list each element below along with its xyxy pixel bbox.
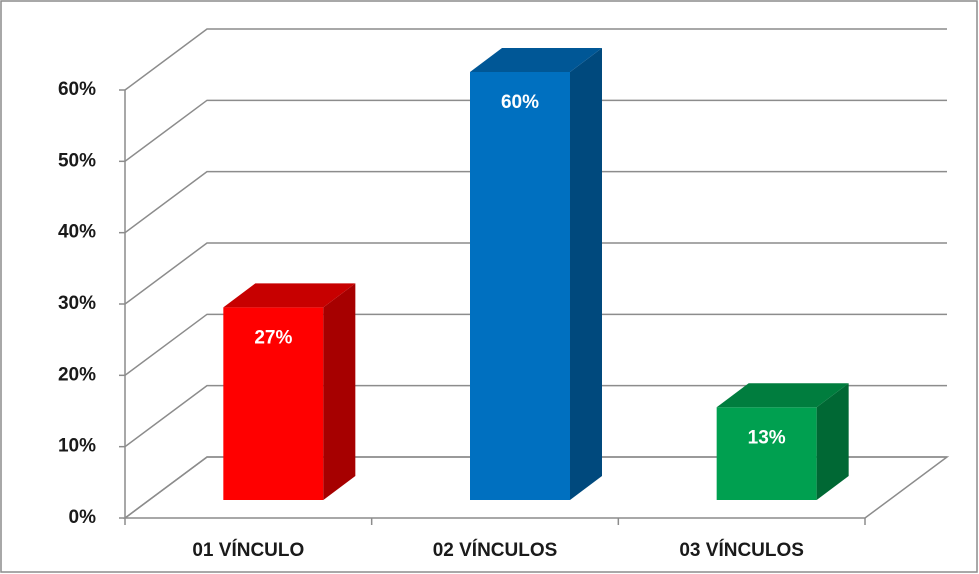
bar-side [323,283,356,500]
x-tick-label: 02 VÍNCULOS [433,539,558,561]
bar [223,283,356,500]
grid-line [124,384,947,448]
bar-front [223,307,324,500]
grid-line [124,170,947,234]
bar-top [470,48,602,72]
y-tick-label: 0% [69,507,97,528]
data-label: 27% [254,327,292,348]
bar-front [716,407,817,500]
x-tick-label: 03 VÍNCULOS [679,539,804,561]
y-tick-label: 60% [58,79,96,100]
y-tick-label: 40% [58,222,96,243]
y-tick-label: 30% [58,293,96,314]
grid-line [124,313,947,376]
bar [716,383,849,500]
data-label: 13% [748,427,786,448]
grid-line [124,99,947,162]
bar-side [570,48,602,500]
y-tick-label: 10% [58,436,96,457]
bar-top [223,283,356,308]
x-tick-label: 01 VÍNCULO [192,539,304,561]
y-tick-label: 20% [58,364,96,385]
bar [470,48,602,500]
grid-line [124,242,947,305]
y-tick-label: 50% [58,150,96,171]
bar-side [816,383,849,500]
grid-line [124,28,947,91]
data-label: 60% [501,92,539,113]
grid-line [124,456,947,519]
bar-front [470,72,570,500]
bar-top [716,383,849,408]
